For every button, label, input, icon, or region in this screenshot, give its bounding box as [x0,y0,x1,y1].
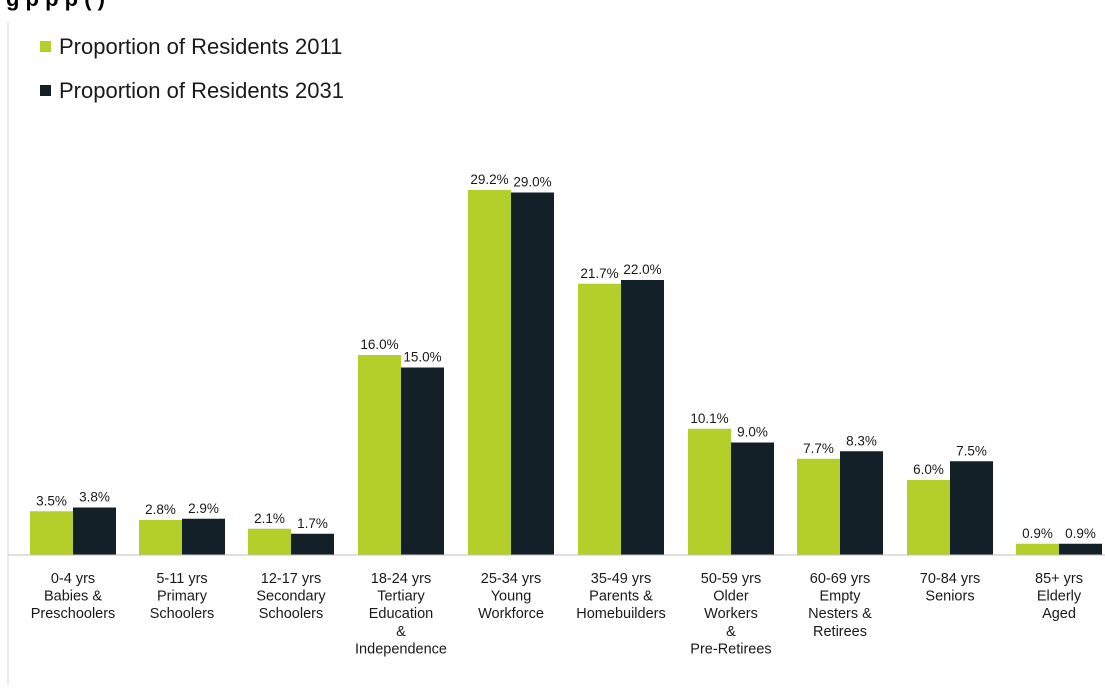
legend-label-2: Proportion of Residents 2031 [59,78,344,103]
data-label-2031-5: 29.0% [513,175,551,190]
data-label-2031-10: 0.9% [1065,526,1096,541]
data-label-2011-3: 2.1% [254,511,285,526]
category-labels-group: 0-4 yrs Babies & Preschoolers 5-11 yrs Prima… [31,571,1083,657]
bar-2031-6 [621,280,664,555]
category-label-8: 60-69 yrs Empty Nesters & Retirees [808,571,872,640]
category-label-line: 50-59 yrs [701,571,761,587]
data-label-2011-2: 2.8% [145,502,176,517]
category-label-line: 70-84 yrs [920,571,980,587]
category-label-line: Education [369,606,434,622]
data-label-2031-6: 22.0% [623,262,661,277]
data-label-2031-1: 3.8% [79,490,110,505]
bar-2031-8 [840,451,883,555]
category-label-line: Elderly [1037,589,1082,605]
category-label-line: 35-49 yrs [591,571,651,587]
bar-2031-1 [73,507,116,555]
legend: Proportion of Residents 2011 Proportion o… [40,34,344,103]
category-label-line: Nesters & [808,606,872,622]
category-label-line: Seniors [925,589,974,605]
bar-2011-8 [797,458,840,555]
category-label-4: 18-24 yrs Tertiary Education & Independence [355,571,447,657]
bar-2011-6 [578,283,621,555]
category-label-line: 60-69 yrs [810,571,870,587]
data-label-2011-7: 10.1% [690,411,728,426]
data-label-2031-4: 15.0% [403,350,441,365]
data-label-2011-4: 16.0% [360,337,398,352]
bar-2031-7 [731,442,774,555]
category-label-line: Workforce [478,606,544,622]
bar-2031-9 [950,461,993,555]
legend-swatch-1 [40,41,51,52]
data-label-2011-10: 0.9% [1022,526,1053,541]
bar-2011-4 [358,355,401,555]
bar-2031-10 [1059,543,1102,555]
data-label-2031-2: 2.9% [188,501,219,516]
category-label-line: Primary [157,589,208,605]
category-label-line: Schoolers [150,606,214,622]
data-label-2031-3: 1.7% [297,516,328,531]
bars-group [30,190,1102,555]
bar-2011-9 [907,480,950,555]
category-label-line: Retirees [813,624,867,640]
category-label-line: 18-24 yrs [371,571,431,587]
category-label-line: Babies & [44,589,102,605]
category-label-line: Aged [1042,606,1076,622]
category-label-line: 25-34 yrs [481,571,541,587]
bar-2011-7 [688,428,731,555]
category-label-line: & [726,624,736,640]
data-label-2031-9: 7.5% [956,443,987,458]
bar-2031-4 [401,367,444,555]
category-label-10: 85+ yrs Elderly Aged [1035,571,1083,622]
category-label-line: Preschoolers [31,606,116,622]
category-label-9: 70-84 yrs Seniors [920,571,980,605]
data-label-2011-9: 6.0% [913,462,944,477]
data-label-2011-1: 3.5% [36,493,67,508]
data-label-2011-6: 21.7% [580,266,618,281]
category-label-line: 85+ yrs [1035,571,1083,587]
bar-2031-3 [291,533,334,555]
category-label-7: 50-59 yrs Older Workers & Pre-Retirees [690,571,771,657]
category-label-line: Older [713,589,749,605]
category-label-line: Tertiary [377,589,425,605]
category-label-5: 25-34 yrs Young Workforce [478,571,544,622]
category-label-line: Independence [355,641,447,657]
category-label-line: Empty [819,589,861,605]
bar-2031-2 [182,518,225,555]
bar-2011-3 [248,528,291,555]
data-labels-group: 3.5% 3.8% 2.8% 2.9% 2.1% 1.7% 16.0% 15.0% 29.2% 2… [36,172,1096,541]
bar-2011-2 [139,520,182,555]
category-label-1: 0-4 yrs Babies & Preschoolers [31,571,116,622]
category-label-line: Parents & [589,589,653,605]
category-label-line: Pre-Retirees [690,641,771,657]
category-label-line: Workers [704,606,758,622]
data-label-2011-8: 7.7% [803,441,834,456]
bar-2011-1 [30,511,73,555]
category-label-line: & [396,624,406,640]
data-label-2011-5: 29.2% [470,172,508,187]
category-label-line: Secondary [256,589,326,605]
chart-title: g p p p ( ) [6,0,105,11]
data-label-2031-8: 8.3% [846,433,877,448]
category-label-line: 0-4 yrs [51,571,95,587]
bar-2011-5 [468,190,511,555]
legend-label-1: Proportion of Residents 2011 [59,34,342,59]
category-label-3: 12-17 yrs Secondary Schoolers [256,571,326,622]
category-label-2: 5-11 yrs Primary Schoolers [150,571,214,622]
category-label-6: 35-49 yrs Parents & Homebuilders [576,571,665,622]
category-label-line: 12-17 yrs [261,571,321,587]
category-label-line: 5-11 yrs [156,571,207,587]
bar-2031-5 [511,192,554,555]
category-label-line: Schoolers [259,606,323,622]
category-label-line: Young [491,589,532,605]
bar-2011-10 [1016,543,1059,555]
category-label-line: Homebuilders [576,606,665,622]
legend-swatch-2 [40,85,51,96]
data-label-2031-7: 9.0% [737,425,768,440]
